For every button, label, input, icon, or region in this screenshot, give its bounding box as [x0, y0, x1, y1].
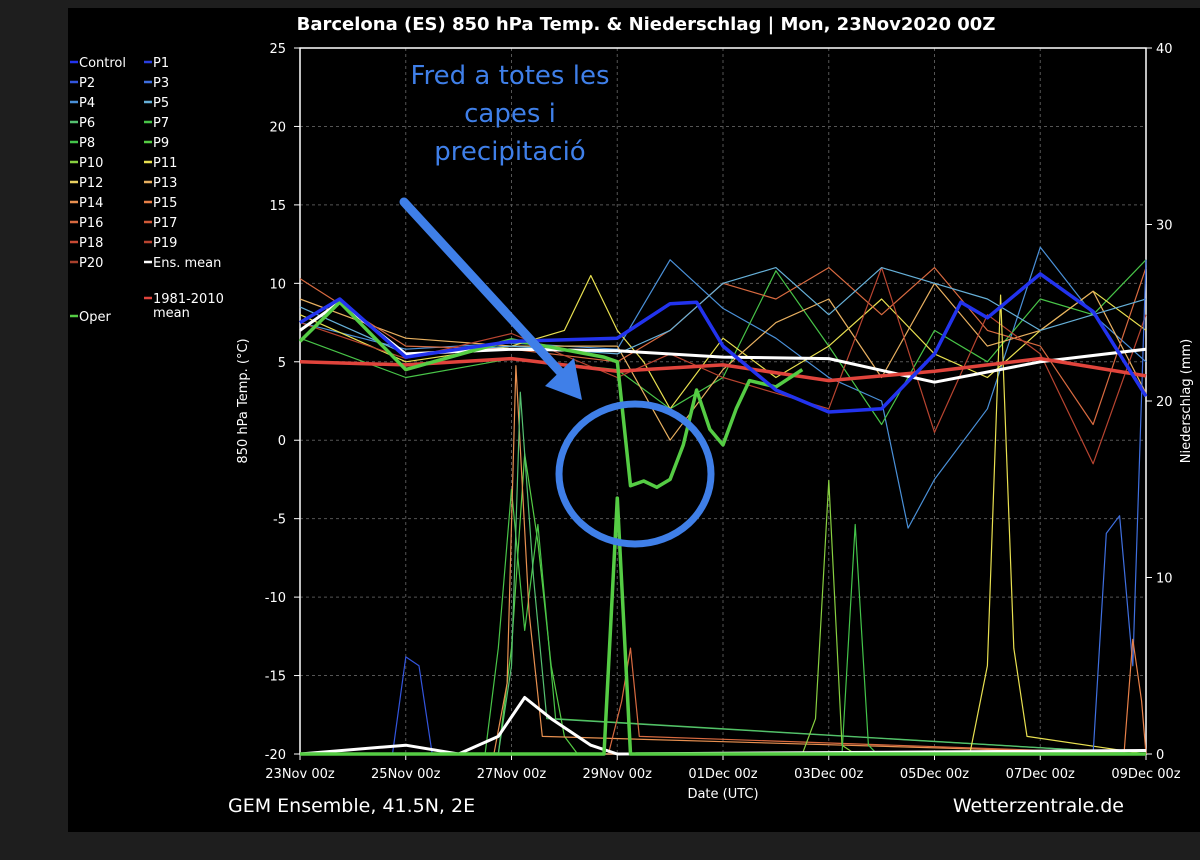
legend-label-13: P13: [153, 176, 177, 191]
series-line-1981-2010-mean: [299, 356, 1147, 383]
series-line-ens-mean-precipitation: [299, 696, 1147, 756]
y2-tick-label-0: 40: [1156, 42, 1173, 57]
x-tick-label-2: 27Nov 00z: [477, 767, 547, 782]
legend-label-7: P7: [153, 116, 169, 131]
legend-label-15: P15: [153, 196, 177, 211]
y-tick-label-1: 20: [269, 120, 286, 135]
legend-label-5: P5: [153, 96, 169, 111]
y2-tick-label-4: 0: [1156, 748, 1164, 763]
legend-label-11: P11: [153, 156, 177, 171]
legend-label-9: P9: [153, 136, 169, 151]
legend-label-23: Oper: [79, 310, 111, 325]
legend-label-19: P19: [153, 236, 177, 251]
y-tick-label-4: 5: [278, 356, 286, 371]
series-line-p7-precipitation: [300, 488, 1147, 755]
x-tick-label-3: 29Nov 00z: [583, 767, 653, 782]
y2-tick-label-3: 10: [1156, 572, 1173, 587]
y-axis-label: 850 hPa Temp. (°C): [236, 338, 251, 463]
x-axis-label: Date (UTC): [687, 787, 758, 802]
legend-label-6: P6: [79, 116, 95, 131]
y-tick-label-8: -15: [265, 670, 286, 685]
series-line-oper-precipitation: [300, 496, 1146, 756]
annotation-arrow-head: [545, 358, 582, 400]
y-tick-label-9: -20: [265, 748, 286, 763]
legend-label-12: P12: [79, 176, 103, 191]
legend-label-2: P2: [79, 76, 95, 91]
legend-label-17: P17: [153, 216, 177, 231]
y-tick-label-3: 10: [269, 277, 286, 292]
y2-axis-label: Niederschlag (mm): [1179, 339, 1194, 464]
x-tick-label-5: 03Dec 00z: [794, 767, 863, 782]
series-line-p5: [299, 267, 1147, 355]
y2-tick-label-1: 30: [1156, 219, 1173, 234]
chart-panel: [68, 8, 1200, 832]
legend-label-14: P14: [79, 196, 103, 211]
legend-label-16: P16: [79, 216, 103, 231]
y-axis-ticks: 25 20 15 10 5 0 -5 -10 -15 -20: [265, 42, 300, 763]
legend-label-10: P10: [79, 156, 103, 171]
x-tick-label-6: 05Dec 00z: [900, 767, 969, 782]
annotation-line-2: capes i: [464, 99, 556, 129]
x-tick-label-1: 25Nov 00z: [371, 767, 441, 782]
x-tick-label-0: 23Nov 00z: [265, 767, 335, 782]
series-line-p9-precipitation: [300, 453, 1146, 755]
chart-title: Barcelona (ES) 850 hPa Temp. & Niedersch…: [297, 14, 996, 35]
series-line-p16: [299, 267, 1147, 426]
footer-model: GEM Ensemble, 41.5N, 2E: [228, 795, 475, 817]
footer-source: Wetterzentrale.de: [953, 795, 1124, 817]
annotation-line-3: precipitació: [434, 137, 585, 167]
legend: Control P1 P2 P3 P4 P5 P6 P7 P8 P9 P10 P11 P12 P13 P14…: [70, 56, 224, 325]
x-tick-label-4: 01Dec 00z: [688, 767, 757, 782]
y-tick-label-6: -5: [273, 513, 286, 528]
annotation: Fred a totes les capes i precipitació: [399, 61, 715, 548]
annotation-arrow-shaft: [399, 197, 567, 379]
x-axis-ticks: 23Nov 00z 25Nov 00z 27Nov 00z 29Nov 00z 01De…: [265, 754, 1181, 782]
legend-label-20: P20: [79, 256, 103, 271]
legend-label-22: 1981-2010 mean: [153, 292, 224, 321]
legend-label-0: Control: [79, 56, 126, 71]
x-tick-label-7: 07Dec 00z: [1006, 767, 1075, 782]
legend-label-8: P8: [79, 136, 95, 151]
annotation-line-1: Fred a totes les: [410, 61, 609, 91]
legend-label-1: P1: [153, 56, 169, 71]
x-tick-label-8: 09Dec 00z: [1111, 767, 1180, 782]
y-tick-label-5: 0: [278, 434, 286, 449]
series-line-p13: [299, 282, 1147, 441]
y2-axis-ticks: 40 30 20 10 0: [1146, 42, 1173, 763]
series-layer: [298, 246, 1148, 756]
legend-label-3: P3: [153, 76, 169, 91]
annotation-circle: [555, 400, 715, 548]
series-line-control: [299, 272, 1148, 414]
y-tick-label-2: 15: [269, 199, 286, 214]
legend-label-4: P4: [79, 96, 95, 111]
y-tick-label-0: 25: [269, 42, 286, 57]
y-tick-label-7: -10: [265, 591, 286, 606]
y2-tick-label-2: 20: [1156, 395, 1173, 410]
legend-label-21: Ens. mean: [153, 256, 221, 271]
legend-label-18: P18: [79, 236, 103, 251]
